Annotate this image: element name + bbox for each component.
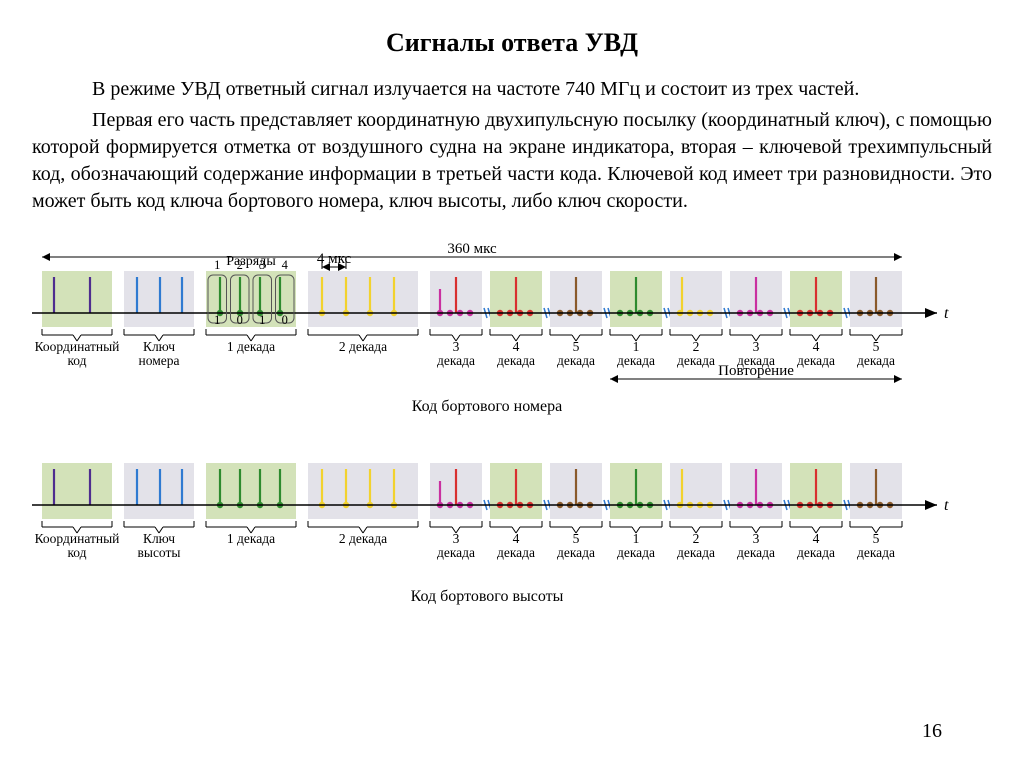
svg-text:Разряды: Разряды — [226, 254, 276, 269]
svg-text:код: код — [67, 545, 86, 560]
svg-text:декада: декада — [437, 545, 475, 560]
svg-text:3: 3 — [753, 531, 760, 546]
svg-text:2: 2 — [237, 258, 243, 272]
svg-text:декада: декада — [857, 545, 895, 560]
svg-text:декада: декада — [497, 353, 535, 368]
svg-text:1 декада: 1 декада — [227, 339, 275, 354]
svg-text:5: 5 — [573, 339, 580, 354]
svg-text:3: 3 — [753, 339, 760, 354]
svg-text:3: 3 — [453, 339, 460, 354]
page: Сигналы ответа УВД В режиме УВД ответный… — [0, 0, 1024, 767]
svg-text:декада: декада — [617, 545, 655, 560]
svg-text:1: 1 — [214, 258, 220, 272]
svg-text:декада: декада — [797, 545, 835, 560]
page-number: 16 — [922, 720, 942, 743]
svg-text:Код бортового номера: Код бортового номера — [412, 398, 562, 415]
diagram-svg: КоординатныйкодКлючномера1 декада2 декад… — [32, 229, 1022, 619]
svg-text:номера: номера — [139, 353, 180, 368]
svg-text:0: 0 — [282, 313, 288, 327]
svg-text:декада: декада — [737, 545, 775, 560]
svg-text:Ключ: Ключ — [143, 339, 175, 354]
svg-text:3: 3 — [453, 531, 460, 546]
svg-text:4: 4 — [282, 258, 289, 272]
svg-text:t: t — [944, 497, 949, 514]
svg-text:4: 4 — [813, 339, 820, 354]
svg-text:декада: декада — [617, 353, 655, 368]
page-title: Сигналы ответа УВД — [32, 28, 992, 58]
svg-text:4: 4 — [513, 339, 520, 354]
svg-text:Код бортового высоты: Код бортового высоты — [411, 588, 564, 605]
svg-text:декада: декада — [677, 545, 715, 560]
svg-text:5: 5 — [873, 531, 880, 546]
paragraph-2: Первая его часть представляет координатн… — [32, 107, 992, 215]
svg-text:декада: декада — [677, 353, 715, 368]
svg-text:1: 1 — [259, 313, 265, 327]
svg-text:2: 2 — [693, 339, 700, 354]
paragraph-1: В режиме УВД ответный сигнал излучается … — [32, 76, 992, 103]
svg-text:1: 1 — [633, 531, 640, 546]
svg-text:3: 3 — [259, 258, 265, 272]
svg-text:Ключ: Ключ — [143, 531, 175, 546]
svg-text:Координатный: Координатный — [35, 339, 120, 354]
svg-text:декада: декада — [797, 353, 835, 368]
svg-text:2 декада: 2 декада — [339, 339, 387, 354]
svg-text:Повторение: Повторение — [718, 363, 794, 379]
svg-text:5: 5 — [873, 339, 880, 354]
svg-text:код: код — [67, 353, 86, 368]
svg-text:1: 1 — [214, 313, 220, 327]
svg-text:декада: декада — [437, 353, 475, 368]
svg-text:4: 4 — [513, 531, 520, 546]
svg-text:2 декада: 2 декада — [339, 531, 387, 546]
svg-text:1: 1 — [633, 339, 640, 354]
svg-text:t: t — [944, 305, 949, 322]
svg-text:2: 2 — [693, 531, 700, 546]
svg-text:декада: декада — [557, 353, 595, 368]
svg-text:1 декада: 1 декада — [227, 531, 275, 546]
svg-text:декада: декада — [857, 353, 895, 368]
svg-text:декада: декада — [497, 545, 535, 560]
svg-text:высоты: высоты — [138, 545, 181, 560]
svg-text:Координатный: Координатный — [35, 531, 120, 546]
svg-text:декада: декада — [557, 545, 595, 560]
svg-text:0: 0 — [237, 313, 243, 327]
svg-text:5: 5 — [573, 531, 580, 546]
svg-text:4: 4 — [813, 531, 820, 546]
svg-text:360 мкс: 360 мкс — [447, 241, 497, 257]
timing-diagram: КоординатныйкодКлючномера1 декада2 декад… — [32, 229, 992, 619]
